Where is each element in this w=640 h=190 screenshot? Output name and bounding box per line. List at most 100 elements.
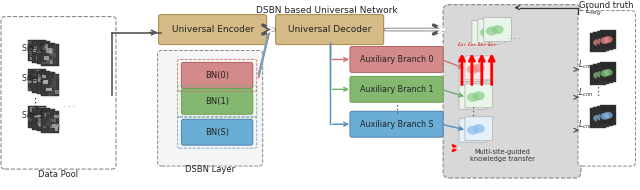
Bar xyxy=(41,75,43,79)
Text: $L_{kt}$: $L_{kt}$ xyxy=(477,41,486,49)
Bar xyxy=(54,116,60,118)
Bar xyxy=(28,40,45,61)
Bar xyxy=(39,81,42,84)
Bar xyxy=(43,124,47,127)
Bar xyxy=(38,109,42,112)
FancyBboxPatch shape xyxy=(478,19,506,43)
Bar xyxy=(50,125,54,127)
Bar xyxy=(36,70,39,74)
Bar xyxy=(38,117,42,122)
Bar xyxy=(43,119,46,122)
Bar xyxy=(42,57,45,60)
Bar xyxy=(34,115,37,117)
Bar xyxy=(34,47,39,50)
Bar xyxy=(54,75,60,78)
Bar xyxy=(35,71,40,74)
Bar xyxy=(39,52,42,56)
Bar xyxy=(41,52,46,55)
Bar xyxy=(30,107,35,112)
Ellipse shape xyxy=(486,27,498,36)
FancyBboxPatch shape xyxy=(276,15,383,44)
Bar xyxy=(49,83,51,87)
Bar xyxy=(44,126,46,128)
Bar xyxy=(49,51,53,54)
Ellipse shape xyxy=(593,39,602,46)
Bar xyxy=(28,88,33,91)
FancyBboxPatch shape xyxy=(181,88,253,114)
Bar xyxy=(40,83,44,85)
Text: BN(0): BN(0) xyxy=(205,71,229,80)
Bar xyxy=(41,78,43,82)
Bar xyxy=(42,74,47,77)
Ellipse shape xyxy=(600,37,609,44)
Text: · · ·: · · · xyxy=(64,104,75,110)
Bar xyxy=(49,116,54,120)
Bar xyxy=(37,52,41,56)
Ellipse shape xyxy=(473,91,484,100)
Bar xyxy=(46,61,50,64)
Bar xyxy=(41,88,45,92)
Ellipse shape xyxy=(467,126,479,135)
Bar xyxy=(596,63,612,83)
Bar xyxy=(48,46,51,48)
Bar xyxy=(49,75,53,79)
Ellipse shape xyxy=(473,63,484,72)
Bar xyxy=(42,49,46,53)
Bar xyxy=(30,57,35,60)
Text: Site 1: Site 1 xyxy=(22,74,44,83)
Bar xyxy=(38,76,43,79)
Bar xyxy=(51,53,52,56)
Bar xyxy=(37,115,42,117)
Bar xyxy=(40,58,44,60)
Bar xyxy=(38,114,41,119)
Bar xyxy=(45,115,49,119)
Text: Universal Encoder: Universal Encoder xyxy=(172,25,254,34)
Bar xyxy=(35,74,38,78)
FancyBboxPatch shape xyxy=(465,117,493,141)
FancyBboxPatch shape xyxy=(459,57,487,81)
Bar xyxy=(37,51,41,54)
Bar xyxy=(49,126,52,130)
Ellipse shape xyxy=(473,124,484,133)
Bar xyxy=(38,77,43,82)
Bar xyxy=(36,112,40,116)
Bar xyxy=(590,65,605,85)
Ellipse shape xyxy=(596,114,605,121)
Bar xyxy=(41,110,44,113)
Text: $L_{cnn}$: $L_{cnn}$ xyxy=(578,119,593,131)
Bar xyxy=(593,64,609,84)
Bar xyxy=(38,122,42,126)
Bar xyxy=(596,31,612,51)
Text: ⋮: ⋮ xyxy=(391,105,402,115)
Bar xyxy=(51,48,54,51)
Ellipse shape xyxy=(600,113,609,120)
Ellipse shape xyxy=(467,93,479,102)
Bar xyxy=(36,116,42,121)
Bar xyxy=(52,119,56,122)
Bar xyxy=(41,79,47,84)
Ellipse shape xyxy=(600,70,609,77)
Bar xyxy=(33,41,38,44)
Bar xyxy=(42,74,44,78)
Text: ⋮: ⋮ xyxy=(467,107,479,117)
Bar xyxy=(36,45,41,50)
FancyBboxPatch shape xyxy=(181,63,253,88)
Bar xyxy=(36,72,54,94)
Bar xyxy=(43,80,47,82)
Text: Auxiliary Branch 1: Auxiliary Branch 1 xyxy=(360,85,433,94)
Bar xyxy=(34,115,37,118)
Bar xyxy=(41,71,47,74)
Bar xyxy=(38,90,40,94)
Bar xyxy=(36,56,42,60)
Bar xyxy=(35,119,37,121)
Bar xyxy=(43,48,48,50)
Bar xyxy=(45,122,50,125)
Bar xyxy=(49,57,52,60)
Bar xyxy=(600,30,616,49)
Text: Universal Decoder: Universal Decoder xyxy=(288,25,371,34)
Bar xyxy=(42,83,45,86)
Text: $L_{kt}$: $L_{kt}$ xyxy=(457,41,467,49)
Bar xyxy=(51,57,53,61)
Bar xyxy=(36,53,41,55)
Bar xyxy=(36,56,40,59)
